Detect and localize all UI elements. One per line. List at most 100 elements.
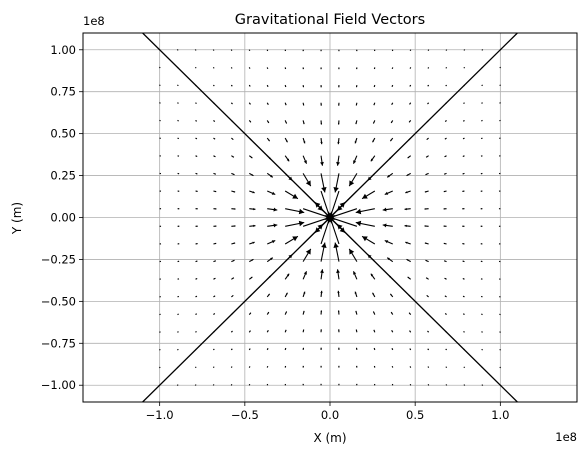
field-arrow (356, 49, 358, 52)
field-arrow (337, 120, 340, 125)
field-arrow (159, 172, 162, 175)
field-arrow (373, 49, 376, 52)
field-arrow (284, 49, 287, 52)
field-arrow (352, 155, 358, 164)
field-arrow (213, 277, 216, 280)
field-arrow (481, 331, 483, 333)
field-arrow (195, 208, 198, 210)
field-arrow (338, 365, 340, 368)
field-arrow (266, 311, 270, 315)
field-arrow (213, 330, 215, 333)
field-arrow (284, 254, 293, 263)
field-arrow (213, 313, 216, 316)
field-arrow (231, 294, 234, 298)
chart-title: Gravitational Field Vectors (235, 12, 425, 28)
field-arrow (462, 260, 465, 263)
field-arrow (266, 383, 269, 386)
field-arrow (333, 242, 340, 262)
field-arrow (248, 67, 251, 69)
y-tick-label: 0.00 (50, 211, 76, 225)
field-arrow (266, 365, 269, 368)
field-arrow (230, 366, 233, 368)
field-arrow (409, 102, 412, 105)
field-arrow (444, 155, 447, 158)
y-tick-label: −0.25 (41, 252, 76, 266)
field-arrow (445, 366, 448, 369)
field-arrow (348, 248, 358, 262)
field-arrow (194, 49, 197, 51)
field-arrow (337, 310, 340, 315)
field-arrow (444, 295, 447, 298)
field-arrow (367, 172, 376, 181)
field-arrow (462, 119, 465, 122)
y-tick-label: 0.25 (50, 169, 76, 183)
field-arrow (213, 137, 216, 140)
field-arrow (302, 329, 305, 333)
field-arrow (409, 366, 412, 368)
field-arrow (248, 137, 252, 141)
field-arrow (427, 330, 430, 333)
field-arrow (336, 155, 340, 166)
field-arrow (407, 155, 412, 159)
field-arrow (230, 312, 234, 315)
field-arrow (284, 120, 288, 124)
field-arrow (481, 313, 483, 316)
field-arrow (266, 275, 272, 280)
field-arrow (213, 295, 216, 298)
field-arrow (462, 155, 465, 157)
field-arrow (284, 273, 290, 280)
field-arrow (230, 84, 233, 87)
field-arrow (480, 243, 483, 245)
field-arrow (230, 67, 233, 69)
field-arrow (481, 348, 484, 351)
field-arrow (499, 295, 501, 298)
field-arrow (213, 172, 217, 175)
field-arrow (320, 49, 322, 52)
field-arrow (384, 240, 393, 245)
field-arrow (230, 102, 233, 105)
field-arrow (177, 278, 180, 280)
field-arrow (195, 155, 198, 157)
field-arrow (355, 208, 375, 215)
field-arrow (373, 347, 376, 351)
field-arrow (462, 208, 465, 210)
field-arrow (333, 173, 340, 193)
y-tick-label: −0.75 (41, 336, 76, 350)
field-arrow (195, 172, 198, 175)
field-arrow (426, 137, 429, 141)
field-arrow (266, 49, 269, 52)
field-arrow (390, 120, 394, 124)
field-arrow (230, 384, 233, 386)
field-arrow (463, 102, 465, 104)
field-arrow (230, 49, 233, 51)
field-arrow (355, 84, 358, 88)
field-arrow (231, 172, 235, 176)
field-arrow (248, 312, 252, 315)
y-tick-label: 0.75 (50, 85, 76, 99)
field-arrow (320, 383, 322, 386)
field-arrow (302, 347, 305, 351)
field-arrow (320, 347, 322, 350)
field-arrow (158, 48, 161, 51)
field-arrow (499, 84, 502, 87)
field-arrow (213, 225, 217, 227)
field-arrow (266, 120, 270, 124)
field-arrow (302, 248, 312, 262)
field-arrow (195, 137, 198, 140)
field-arrow (407, 276, 412, 280)
field-arrow (373, 102, 376, 106)
field-arrow (409, 84, 412, 87)
x-tick-label: −1.0 (146, 408, 174, 422)
field-arrow (158, 84, 161, 87)
field-arrow (231, 225, 236, 227)
field-arrow (212, 384, 215, 386)
field-arrow (444, 313, 447, 316)
field-arrow (424, 190, 429, 193)
field-arrow (159, 243, 162, 245)
field-arrow (195, 278, 198, 280)
field-arrow (427, 102, 430, 105)
field-arrow (462, 137, 465, 140)
field-arrow (177, 260, 180, 263)
field-arrow (355, 329, 358, 333)
field-arrow (159, 278, 162, 280)
